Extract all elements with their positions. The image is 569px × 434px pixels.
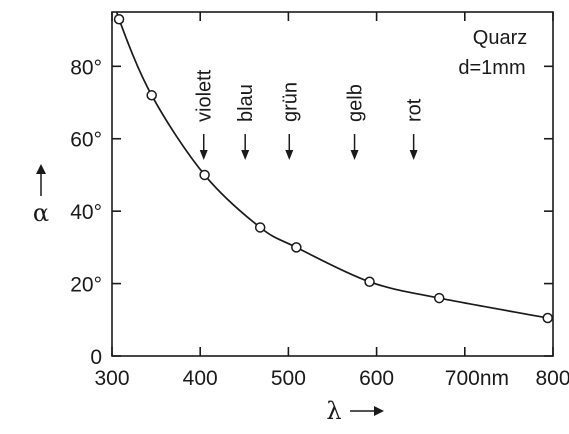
x-tick-label: 700nm — [445, 367, 509, 390]
down-arrow-head — [350, 150, 359, 160]
annotation-material: Quarz — [473, 27, 527, 49]
data-point — [113, 13, 125, 25]
y-tick-label: 0 — [90, 346, 102, 369]
y-axis: 0 20° 40° 60° 80° — [70, 56, 553, 369]
data-point — [254, 222, 266, 233]
axis-titles-group: λα — [33, 164, 384, 425]
data-point — [542, 312, 553, 324]
fit-curve-group — [115, 12, 553, 321]
plot-frame — [111, 11, 554, 357]
down-arrow-head — [241, 150, 250, 160]
y-tick-label: 60° — [70, 129, 102, 152]
x-tick-label: 500 — [271, 367, 306, 390]
data-point — [364, 276, 375, 288]
data-point — [433, 292, 445, 304]
data-point — [199, 169, 210, 181]
y-tick-label: 40° — [70, 201, 102, 224]
data-points-group — [113, 13, 553, 324]
color-labels-group: violett blau grün gelb rot — [194, 69, 426, 160]
color-label: blau — [235, 84, 257, 122]
annotation-thickness: d=1mm — [458, 57, 525, 79]
color-label: grün — [279, 82, 301, 122]
down-arrow-head — [285, 150, 294, 160]
x-axis: 300 400 500 600 700nm 800 — [94, 12, 569, 390]
y-axis-title: α — [33, 199, 49, 227]
down-arrow-head — [199, 150, 208, 160]
y-tick-label: 80° — [70, 56, 102, 79]
data-point — [146, 90, 157, 101]
x-axis-arrow-head — [374, 406, 384, 416]
y-tick-label: 20° — [70, 274, 102, 297]
data-point — [291, 242, 302, 253]
x-tick-label: 800 — [535, 367, 569, 390]
y-axis-arrow-head — [36, 164, 46, 174]
color-label: rot — [404, 98, 426, 122]
color-label: gelb — [345, 84, 367, 122]
fit-curve — [115, 12, 553, 321]
x-tick-label: 300 — [94, 367, 129, 390]
x-axis-title: λ — [326, 397, 341, 425]
color-label: violett — [194, 69, 216, 122]
plot-frame-group — [111, 11, 554, 357]
x-tick-label: 600 — [359, 367, 394, 390]
x-tick-label: 400 — [183, 367, 218, 390]
down-arrow-head — [409, 150, 418, 160]
annotation-group: Quarz d=1mm — [458, 27, 527, 79]
